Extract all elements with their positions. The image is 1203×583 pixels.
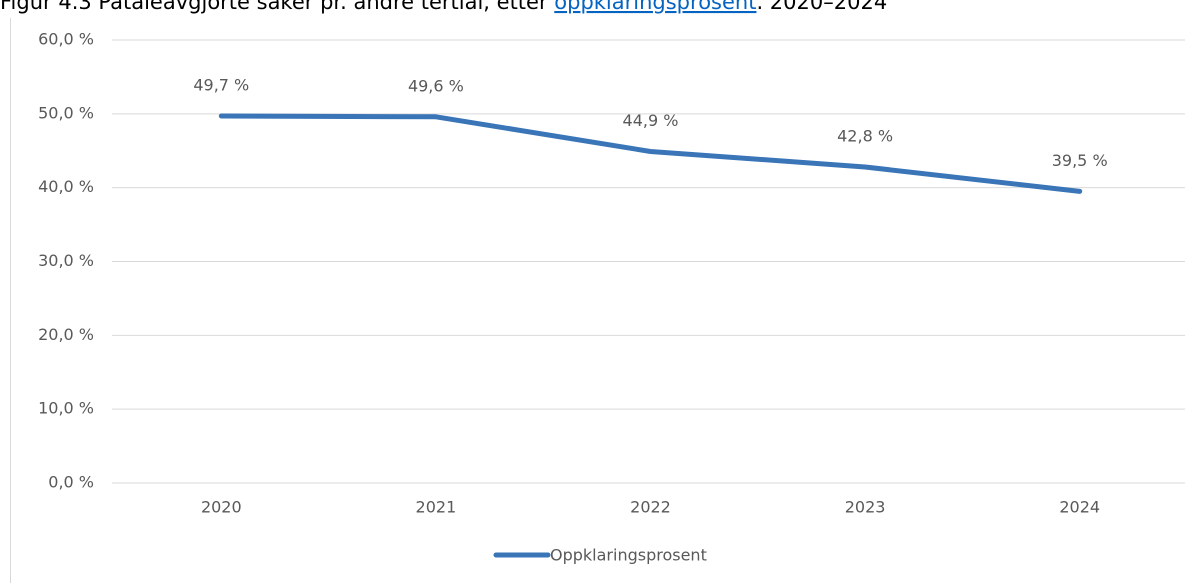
title-link[interactable]: oppklaringsprosent <box>554 0 756 14</box>
data-label: 49,7 % <box>193 76 249 95</box>
y-tick-label: 30,0 % <box>38 251 94 270</box>
x-tick-label: 2022 <box>630 498 671 517</box>
title-text: Figur 4.3 Påtaleavgjorte saker pr. andre… <box>0 0 554 14</box>
data-label: 44,9 % <box>623 111 679 130</box>
x-tick-label: 2023 <box>845 498 886 517</box>
y-tick-label: 10,0 % <box>38 399 94 418</box>
legend-label: Oppklaringsprosent <box>550 546 707 565</box>
y-tick-label: 60,0 % <box>38 30 94 49</box>
data-line <box>218 113 1083 194</box>
x-tick-label: 2024 <box>1059 498 1100 517</box>
chart-title: Figur 4.3 Påtaleavgjorte saker pr. andre… <box>0 0 887 14</box>
x-tick-label: 2021 <box>416 498 457 517</box>
title-text: . 2020–2024 <box>756 0 887 14</box>
data-label: 39,5 % <box>1052 151 1108 170</box>
data-label: 42,8 % <box>837 126 893 145</box>
y-tick-label: 40,0 % <box>38 177 94 196</box>
y-tick-label: 50,0 % <box>38 103 94 122</box>
data-label: 49,6 % <box>408 76 464 95</box>
y-tick-label: 0,0 % <box>48 473 94 492</box>
x-tick-label: 2020 <box>201 498 242 517</box>
y-tick-label: 20,0 % <box>38 325 94 344</box>
